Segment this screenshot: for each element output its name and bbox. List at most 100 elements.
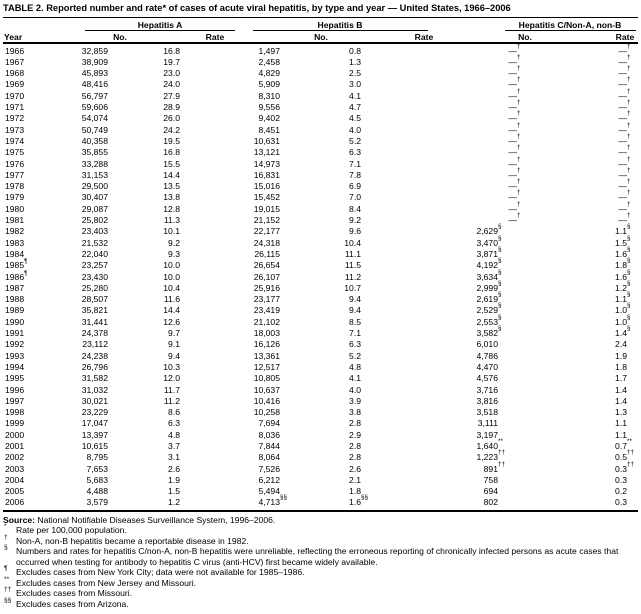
cell-year: 1982 (5, 226, 25, 237)
cell-year: 1986 ¶ (5, 269, 28, 282)
cell-a-no: 23,112 (82, 339, 108, 350)
cell-a-rate: 11.3 (163, 215, 180, 226)
cell-a-no: 35,821 (81, 305, 108, 316)
footnote-text: Excludes cases from Missouri. (16, 588, 133, 599)
cell-b-no: 14,973 (253, 158, 280, 169)
table-row: 1991 24,378 9.7 18,003 7.1 3,582 § 1.4 § (0, 325, 641, 339)
cell-a-rate: 28.9 (163, 102, 180, 113)
cell-a-no: 5,683 (86, 474, 108, 485)
column-header-c-no: No. (518, 31, 532, 42)
cell-b-rate: 5.2 (349, 135, 361, 146)
cell-a-no: 45,893 (81, 68, 108, 79)
cell-a-no: 29,087 (81, 203, 108, 214)
cell-year: 1990 (5, 316, 25, 327)
cell-b-rate: 3.9 (349, 395, 361, 406)
footnote-marker: †† (627, 449, 635, 457)
cell-year: 2004 (5, 474, 25, 485)
cell-year: 2001 (5, 440, 25, 451)
cell-b-rate: 1.8 (349, 486, 361, 497)
cell-a-no: 30,021 (81, 395, 108, 406)
cell-c-rate: 0.3 (615, 497, 627, 508)
group-underline-b (253, 30, 428, 31)
footnote-text: Excludes cases from New York City; data … (16, 567, 305, 578)
cell-c-rate: 1.8 § (615, 257, 631, 271)
cell-b-rate: 6.9 (349, 181, 361, 192)
footnote-text: Numbers and rates for hepatitis C/non-A,… (16, 546, 619, 567)
cell-c-no: 4,470 (476, 361, 498, 372)
cell-b-no: 15,016 (253, 181, 280, 192)
table-row: 2001 10,615 3.7 7,844 2.8 1,640 ** 0.7 ** (0, 437, 641, 452)
table-row: 1988 28,507 11.6 23,177 9.4 2,619 § 1.1 § (0, 291, 641, 305)
cell-b-no: 19,015 (253, 203, 280, 214)
footnote-marker: † (627, 212, 631, 220)
footnote-marker: § (498, 268, 502, 276)
table-row: 1986 ¶ 23,430 10.0 26,107 11.2 3,634 § 1.6 § (0, 268, 641, 283)
cell-b-no: 24,318 (253, 237, 280, 248)
cell-year: 1996 (5, 384, 25, 395)
cell-a-no: 33,288 (81, 158, 108, 169)
footnote-marker: † (627, 121, 631, 129)
footnotes: Source: National Notifiable Diseases Sur… (3, 515, 637, 609)
cell-a-no: 56,797 (81, 90, 108, 101)
table-row: 1983 21,532 9.2 24,318 10.4 3,470 § 1.5 § (0, 235, 641, 249)
cell-a-rate: 27.9 (163, 90, 180, 101)
cell-b-no: 6,212 (258, 474, 280, 485)
cell-year: 1974 (5, 135, 25, 146)
cell-c-no: 2,619 § (476, 291, 502, 305)
cell-year: 1984 (5, 248, 25, 259)
cell-c-rate: 0.7 ** (615, 437, 632, 451)
cell-year: 1979 (5, 192, 25, 203)
cell-b-no: 23,177 (253, 294, 280, 305)
table-row: 1975 35,855 16.8 13,121 6.3 — † — † (0, 144, 641, 158)
cell-c-no: 891 †† (483, 460, 506, 474)
cell-c-no: 6,010 (476, 339, 498, 350)
cell-a-no: 23,430 (81, 271, 108, 282)
cell-c-no: 802 (483, 497, 498, 508)
cell-c-rate: — † (618, 76, 631, 90)
cell-a-rate: 12.0 (163, 373, 180, 384)
cell-year: 1976 (5, 158, 25, 169)
cell-c-rate: 0.3 †† (615, 460, 635, 474)
cell-c-rate: 1.1 (615, 429, 627, 440)
footnote-marker: † (517, 42, 521, 50)
cell-year: 1981 (5, 215, 25, 226)
footnote-marker: † (517, 178, 521, 186)
cell-a-rate: 16.8 (163, 147, 180, 158)
cell-a-rate: 9.4 (168, 350, 180, 361)
cell-b-rate: 10.4 (344, 237, 361, 248)
cell-b-rate: 7.0 (349, 192, 361, 203)
cell-b-rate: 9.4 (349, 294, 361, 305)
cell-a-no: 23,403 (81, 226, 108, 237)
cell-c-rate: — † (618, 166, 631, 180)
cell-c-rate: 1.1 § (615, 291, 631, 305)
cell-year: 2003 (5, 463, 25, 474)
cell-c-no: 1,223 †† (476, 449, 506, 463)
source-label: Source: (3, 515, 35, 525)
cell-b-no: 22,177 (253, 226, 280, 237)
footnote-marker: §§ (280, 494, 288, 502)
cell-b-no: 9,402 (258, 113, 280, 124)
cell-b-rate: 4.8 (349, 361, 361, 372)
cell-c-rate: — † (618, 42, 631, 56)
cell-b-rate: 2.8 (349, 440, 361, 451)
cell-a-no: 22,040 (81, 248, 108, 259)
table-row: 1998 23,229 8.6 10,258 3.8 3,518 1.3 (0, 407, 641, 418)
footnote-marker: ** (627, 437, 632, 445)
footnote-marker: † (627, 200, 631, 208)
footnote-marker: † (627, 53, 631, 61)
footnote-marker: † (627, 132, 631, 140)
cell-b-no: 10,631 (253, 135, 280, 146)
cell-b-rate: 2.8 (349, 418, 361, 429)
cell-a-rate: 9.7 (168, 328, 180, 339)
cell-b-rate: 3.8 (349, 407, 361, 418)
table-row: 1992 23,112 9.1 16,126 6.3 6,010 2.4 (0, 339, 641, 350)
cell-c-rate: — † (618, 87, 631, 101)
cell-year: 1969 (5, 79, 25, 90)
cell-c-rate: 1.4 (615, 384, 627, 395)
cell-year: 2000 (5, 429, 25, 440)
cell-a-rate: 13.5 (163, 181, 180, 192)
cell-c-no: 758 (483, 474, 498, 485)
footnote-marker: § (627, 302, 631, 310)
cell-a-no: 24,378 (81, 328, 108, 339)
table-row: 1996 31,032 11.7 10,637 4.0 3,716 1.4 (0, 385, 641, 396)
